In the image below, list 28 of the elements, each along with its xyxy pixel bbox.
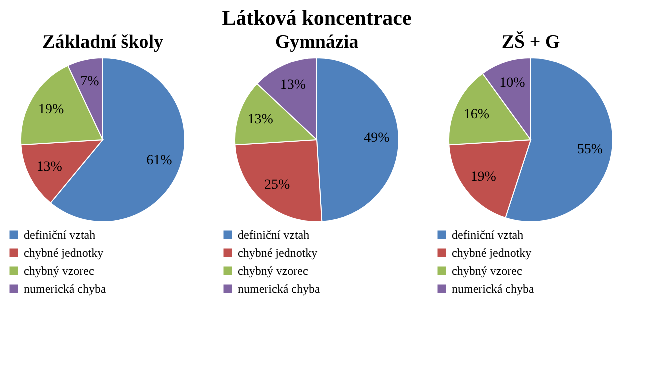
data-label: 13% [280,78,306,93]
legend-label: numerická chyba [452,282,535,296]
data-label: 19% [38,102,65,118]
legend-label: chybný vzorec [238,264,308,278]
data-label: 7% [80,74,100,90]
chart-title: ZŠ + G [502,31,560,53]
data-label: 16% [464,107,490,122]
legend-label: numerická chyba [238,282,321,296]
legend-label: chybné jednotky [452,246,532,260]
legend-label: definiční vztah [238,228,310,242]
data-label: 10% [500,76,526,91]
legend-label: chybné jednotky [238,246,318,260]
legend-label: chybný vzorec [452,264,522,278]
data-label: 13% [248,112,274,128]
data-label: 49% [364,131,390,146]
legend-label: definiční vztah [24,228,96,242]
legend-label: chybné jednotky [24,246,104,260]
data-label: 61% [146,153,173,168]
text: Látková koncentrace [222,6,412,30]
legend-label: definiční vztah [452,228,524,242]
chart-title: Základní školy [42,32,164,53]
data-label: 55% [577,142,604,158]
legend-label: chybný vzorec [24,264,94,278]
legend-label: numerická chyba [24,282,107,296]
data-label: 19% [470,170,497,185]
chart-title: Gymnázia [275,32,360,53]
data-label: 25% [264,178,290,194]
data-label: 13% [36,160,63,176]
